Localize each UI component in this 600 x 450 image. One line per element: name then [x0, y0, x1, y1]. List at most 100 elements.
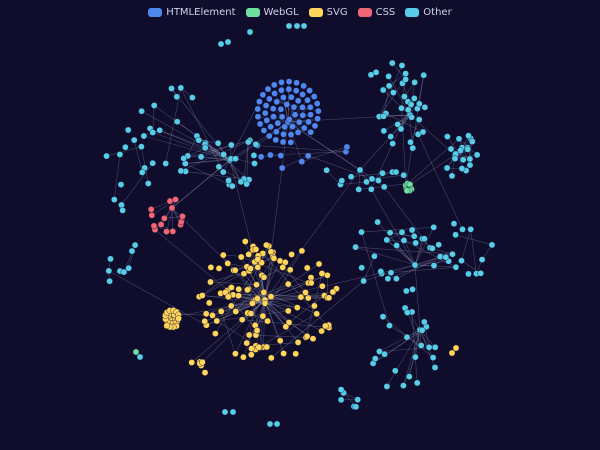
graph-node-svg[interactable] [292, 350, 300, 358]
graph-node-htmlelement[interactable] [285, 85, 293, 93]
graph-node-other[interactable] [244, 138, 252, 146]
graph-node-svg[interactable] [228, 284, 235, 291]
graph-node-other[interactable] [201, 144, 209, 152]
graph-node-htmlelement[interactable] [291, 111, 299, 118]
graph-node-other[interactable] [430, 223, 438, 231]
graph-node-svg[interactable] [209, 312, 216, 319]
graph-node-svg[interactable] [307, 279, 315, 287]
graph-node-other[interactable] [466, 161, 474, 169]
graph-node-other[interactable] [374, 218, 381, 226]
graph-node-other[interactable] [107, 255, 114, 263]
graph-node-svg[interactable] [231, 266, 239, 274]
graph-node-svg[interactable] [249, 300, 256, 307]
graph-node-svg[interactable] [215, 265, 223, 272]
graph-node-svg[interactable] [247, 265, 254, 272]
graph-node-svg[interactable] [329, 288, 337, 296]
graph-node-svg[interactable] [302, 289, 309, 296]
graph-node-htmlelement[interactable] [304, 152, 312, 160]
graph-node-htmlelement[interactable] [287, 93, 295, 101]
graph-node-htmlelement[interactable] [270, 113, 277, 120]
graph-node-other[interactable] [116, 151, 124, 158]
graph-node-svg[interactable] [288, 251, 295, 258]
graph-node-svg[interactable] [202, 310, 210, 318]
graph-node-other[interactable] [388, 59, 396, 67]
graph-node-htmlelement[interactable] [261, 109, 269, 117]
graph-node-other[interactable] [377, 268, 385, 275]
legend-item-htmlelement[interactable]: HTMLElement [148, 7, 236, 18]
graph-node-htmlelement[interactable] [295, 118, 303, 126]
graph-node-svg[interactable] [212, 330, 219, 337]
graph-node-other[interactable] [189, 94, 196, 101]
graph-node-htmlelement[interactable] [280, 130, 287, 138]
graph-node-htmlelement[interactable] [307, 111, 314, 118]
graph-node-other[interactable] [389, 140, 397, 147]
graph-node-other[interactable] [243, 180, 250, 188]
graph-node-htmlelement[interactable] [300, 124, 308, 132]
graph-node-svg[interactable] [263, 343, 271, 351]
graph-node-other[interactable] [408, 113, 415, 121]
graph-node-other[interactable] [144, 180, 152, 187]
graph-node-svg[interactable] [224, 260, 231, 267]
graph-node-svg[interactable] [318, 327, 325, 335]
graph-node-other[interactable] [458, 165, 466, 172]
graph-node-htmlelement[interactable] [287, 138, 295, 146]
graph-node-svg[interactable] [163, 322, 171, 330]
graph-node-other[interactable] [385, 73, 392, 80]
graph-node-other[interactable] [412, 239, 420, 247]
graph-node-htmlelement[interactable] [266, 95, 273, 103]
graph-node-other[interactable] [380, 183, 388, 191]
graph-node-svg[interactable] [452, 344, 460, 352]
graph-node-other[interactable] [250, 152, 258, 159]
graph-node-other[interactable] [478, 256, 486, 263]
graph-node-other[interactable] [252, 140, 260, 148]
graph-node-other[interactable] [408, 226, 416, 234]
graph-node-htmlelement[interactable] [278, 86, 285, 94]
graph-node-other[interactable] [393, 242, 400, 249]
graph-node-htmlelement[interactable] [280, 94, 287, 101]
graph-node-htmlelement[interactable] [314, 115, 321, 122]
graph-node-other[interactable] [371, 355, 379, 362]
graph-node-css[interactable] [166, 197, 174, 205]
graph-node-other[interactable] [221, 408, 229, 416]
graph-node-svg[interactable] [261, 299, 269, 307]
graph-node-svg[interactable] [297, 293, 305, 301]
graph-node-svg[interactable] [298, 247, 306, 255]
graph-node-other[interactable] [398, 62, 406, 69]
graph-node-other[interactable] [150, 102, 158, 109]
graph-node-svg[interactable] [254, 295, 261, 303]
graph-node-other[interactable] [407, 138, 414, 146]
graph-node-htmlelement[interactable] [283, 101, 291, 108]
graph-node-svg[interactable] [247, 310, 255, 317]
graph-node-other[interactable] [266, 420, 274, 428]
graph-node-svg[interactable] [280, 350, 287, 357]
graph-node-other[interactable] [407, 101, 415, 108]
graph-node-svg[interactable] [207, 264, 215, 271]
graph-node-other[interactable] [138, 143, 145, 150]
graph-node-other[interactable] [130, 136, 138, 144]
graph-node-other[interactable] [451, 155, 459, 162]
graph-node-other[interactable] [358, 228, 365, 236]
graph-node-other[interactable] [400, 171, 408, 179]
graph-node-other[interactable] [355, 186, 363, 193]
graph-node-other[interactable] [384, 275, 392, 283]
graph-node-other[interactable] [197, 153, 205, 161]
graph-node-svg[interactable] [232, 350, 239, 358]
graph-node-htmlelement[interactable] [299, 91, 306, 98]
graph-node-htmlelement[interactable] [269, 105, 277, 112]
graph-node-other[interactable] [138, 107, 145, 115]
graph-node-svg[interactable] [238, 316, 246, 324]
graph-node-other[interactable] [237, 178, 245, 186]
graph-node-other[interactable] [449, 250, 456, 258]
graph-node-htmlelement[interactable] [272, 136, 280, 144]
graph-node-svg[interactable] [322, 322, 329, 330]
graph-node-other[interactable] [417, 342, 425, 349]
graph-node-htmlelement[interactable] [264, 85, 272, 93]
graph-node-other[interactable] [429, 245, 436, 252]
graph-node-other[interactable] [363, 178, 370, 186]
graph-node-other[interactable] [173, 118, 181, 125]
graph-node-other[interactable] [354, 396, 362, 404]
graph-node-other[interactable] [398, 104, 405, 112]
graph-node-svg[interactable] [303, 332, 311, 340]
graph-node-svg[interactable] [237, 253, 245, 261]
graph-node-other[interactable] [430, 262, 438, 269]
